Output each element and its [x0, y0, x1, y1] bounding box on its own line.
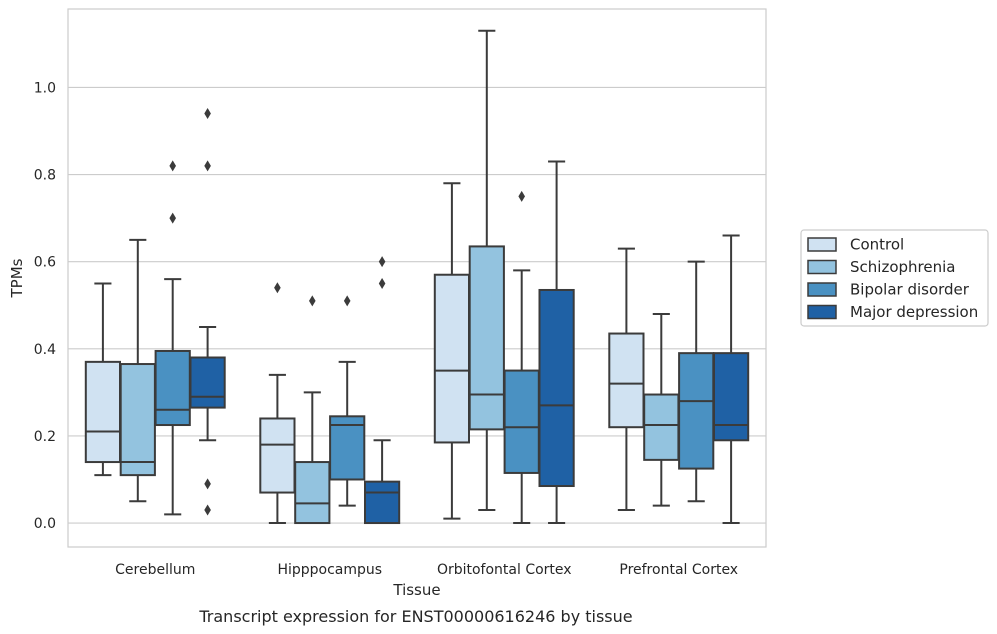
legend-frame	[800, 229, 989, 327]
iqr-box	[189, 356, 226, 409]
chart-caption: Transcript expression for ENST0000061624…	[198, 607, 632, 626]
box-3-3	[712, 234, 750, 525]
iqr-box	[84, 360, 122, 464]
iqr-box	[608, 332, 645, 429]
box-0-3	[189, 108, 226, 516]
legend-label: Bipolar disorder	[850, 281, 970, 299]
iqr-box	[678, 352, 715, 470]
outlier-point	[309, 295, 316, 307]
box-1-2	[329, 295, 366, 507]
legend-swatch	[807, 304, 837, 320]
box-2-1	[468, 29, 505, 511]
box-1-1	[294, 295, 331, 525]
x-tick-label: Prefrontal Cortex	[619, 562, 738, 578]
outlier-point	[274, 282, 281, 294]
x-tick-label: Hipppocampus	[277, 562, 382, 578]
outlier-point	[518, 190, 525, 202]
y-tick-label: 0.2	[34, 429, 56, 445]
y-tick-label: 0.6	[34, 255, 56, 271]
plot-frame	[67, 8, 767, 548]
y-axis-label: TPMs	[8, 258, 26, 298]
box-2-0	[433, 182, 471, 520]
box-3-0	[608, 247, 645, 511]
outlier-point	[204, 504, 211, 516]
y-tick-label: 0.4	[34, 342, 56, 358]
legend-label: Control	[850, 236, 904, 254]
iqr-box	[538, 288, 575, 488]
x-tick-label: Orbitofontal Cortex	[437, 562, 572, 578]
legend-label: Major depression	[850, 303, 978, 321]
y-tick-labels: 0.0 0.2 0.4 0.6 0.8 1.0	[34, 80, 56, 532]
y-tick-label: 0.0	[34, 516, 56, 532]
outlier-point	[204, 160, 211, 172]
outlier-point	[169, 212, 176, 224]
outlier-point	[378, 256, 386, 268]
box-3-1	[643, 312, 680, 507]
legend-label: Schizophrenia	[850, 258, 955, 276]
outlier-point	[343, 295, 351, 307]
y-gridlines	[68, 86, 766, 524]
box-1-0	[259, 282, 296, 525]
outlier-point	[204, 478, 211, 490]
box-plot-groups	[84, 29, 750, 525]
box-0-1	[119, 238, 156, 503]
legend-swatch	[807, 259, 837, 275]
outlier-point	[378, 277, 386, 289]
box-2-3	[538, 160, 575, 525]
iqr-box	[154, 349, 191, 427]
x-tick-label: Cerebellum	[115, 562, 195, 578]
box-1-3	[363, 256, 401, 525]
iqr-box	[712, 352, 750, 442]
iqr-box	[294, 461, 331, 525]
x-tick-labels: Cerebellum Hipppocampus Orbitofontal Corte…	[115, 562, 738, 578]
iqr-box	[503, 369, 540, 474]
iqr-box	[468, 245, 505, 431]
outlier-point	[169, 160, 176, 172]
outlier-point	[204, 108, 211, 120]
iqr-box	[643, 393, 680, 461]
legend-swatch	[807, 282, 837, 297]
iqr-box	[119, 363, 156, 477]
iqr-box	[329, 415, 366, 481]
y-tick-label: 0.8	[34, 168, 56, 184]
iqr-box	[259, 417, 296, 494]
iqr-box	[363, 480, 401, 525]
legend-swatch	[807, 237, 837, 252]
iqr-box	[433, 273, 471, 444]
legend: Control Schizophrenia Bipolar disorder Majo…	[800, 229, 989, 327]
x-axis-label: Tissue	[392, 581, 440, 599]
y-tick-label: 1.0	[34, 80, 56, 96]
